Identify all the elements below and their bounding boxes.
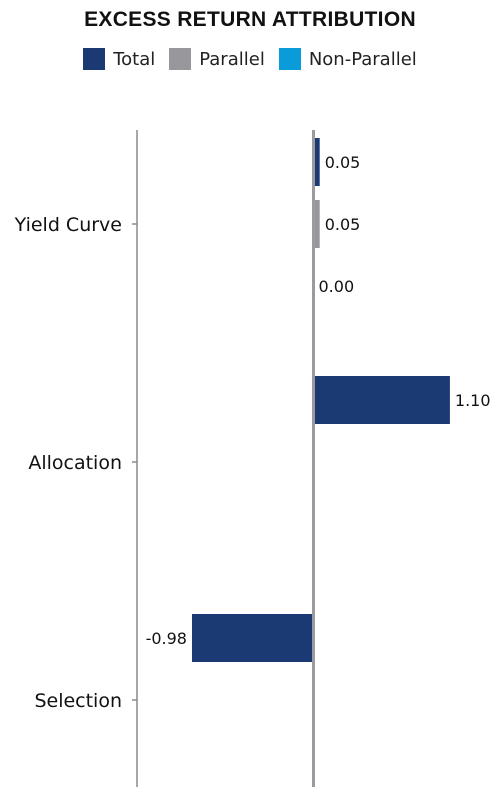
- category-label: Allocation: [28, 452, 122, 474]
- bar-total-allocation: [313, 376, 450, 424]
- data-label: 0.05: [325, 215, 361, 234]
- data-label: 1.10: [455, 391, 491, 410]
- data-label: 0.05: [325, 153, 361, 172]
- legend: Total Parallel Non-Parallel: [0, 48, 500, 70]
- category-label: Selection: [34, 690, 122, 712]
- bar-total-yield-curve: [313, 138, 320, 186]
- legend-item-total: Total: [83, 48, 155, 70]
- legend-label-parallel: Parallel: [199, 48, 265, 70]
- legend-swatch-non-parallel: [278, 48, 301, 70]
- legend-swatch-parallel: [169, 48, 192, 70]
- bar-total-selection: [191, 614, 314, 662]
- legend-item-parallel: Parallel: [169, 48, 265, 70]
- category-label: Yield Curve: [14, 214, 122, 236]
- data-label: 0.00: [319, 277, 355, 296]
- data-label: -0.98: [146, 629, 187, 648]
- legend-label-non-parallel: Non-Parallel: [308, 48, 417, 70]
- legend-label-total: Total: [113, 48, 156, 70]
- bar-parallel-yield-curve: [313, 200, 320, 248]
- legend-item-non-parallel: Non-Parallel: [278, 48, 417, 70]
- chart-title: EXCESS RETURN ATTRIBUTION: [84, 8, 416, 31]
- legend-swatch-total: [83, 48, 106, 70]
